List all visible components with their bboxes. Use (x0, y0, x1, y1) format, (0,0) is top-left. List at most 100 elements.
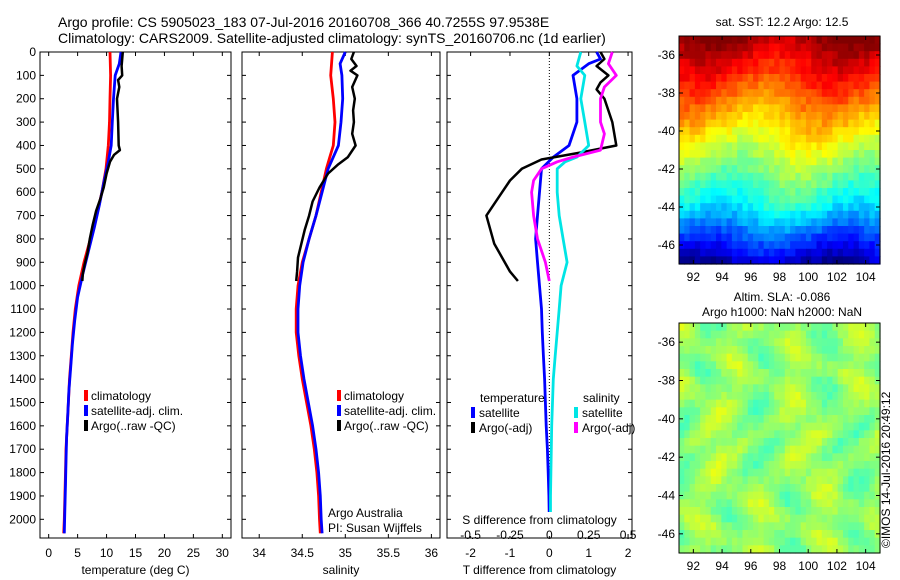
heatmap-cell (700, 96, 707, 105)
heatmap-cell (864, 112, 871, 121)
heatmap-cell (848, 430, 855, 439)
y-tick-label: -38 (658, 374, 676, 388)
heatmap-cell (784, 248, 791, 257)
heatmap-cell (684, 256, 691, 265)
heatmap-cell (800, 96, 807, 105)
heatmap-cell (821, 399, 828, 408)
heatmap-cell (726, 392, 733, 401)
heatmap-cell (811, 112, 818, 121)
heatmap-cell (689, 346, 696, 355)
heatmap-cell (853, 203, 860, 212)
heatmap-cell (827, 445, 833, 454)
heatmap-cell (747, 323, 754, 332)
heatmap-cell (853, 468, 860, 477)
heatmap-cell (853, 58, 860, 67)
heatmap-cell (858, 233, 865, 242)
heatmap-cell (864, 127, 871, 136)
y-tick-label: 1900 (9, 489, 36, 503)
heatmap-cell (869, 89, 876, 98)
heatmap-cell (858, 461, 865, 470)
x-tick-label: 94 (715, 270, 729, 284)
heatmap-cell (716, 89, 722, 98)
heatmap-cell (874, 104, 881, 113)
heatmap-cell (684, 415, 691, 424)
heatmap-cell (758, 150, 765, 159)
heatmap-cell (705, 353, 712, 362)
heatmap-cell (816, 530, 823, 539)
heatmap-cell (731, 96, 738, 105)
heatmap-cell (705, 407, 712, 416)
heatmap-cell (705, 522, 712, 531)
heatmap-cell (848, 507, 855, 516)
heatmap-cell (779, 422, 786, 431)
heatmap-cell (768, 74, 775, 83)
heatmap-cell (684, 330, 691, 339)
heatmap-cell (842, 438, 849, 447)
heatmap-cell (790, 545, 796, 554)
heatmap-cell (869, 399, 876, 408)
heatmap-cell (721, 81, 728, 90)
heatmap-cell (848, 66, 855, 75)
heatmap-cell (737, 195, 744, 204)
heatmap-cell (689, 422, 696, 431)
heatmap-cell (726, 172, 733, 181)
heatmap-cell (784, 353, 791, 362)
heatmap-cell (700, 248, 707, 257)
heatmap-cell (753, 127, 759, 136)
heatmap-cell (694, 188, 701, 197)
heatmap-cell (694, 323, 701, 332)
heatmap-cell (790, 453, 796, 462)
heatmap-cell (763, 338, 770, 347)
heatmap-cell (853, 384, 860, 393)
heatmap-cell (842, 415, 849, 424)
heatmap-cell (721, 392, 728, 401)
heatmap-cell (716, 180, 722, 189)
heatmap-cell (747, 89, 754, 98)
x-tick-label: 35 (339, 546, 353, 560)
heatmap-cell (842, 256, 849, 265)
heatmap-cell (700, 241, 707, 250)
y-tick-label: -44 (658, 200, 676, 214)
heatmap-cell (747, 476, 754, 485)
heatmap-cell (742, 430, 749, 439)
heatmap-cell (694, 476, 701, 485)
heatmap-cell (758, 438, 765, 447)
heatmap-cell (684, 407, 691, 416)
heatmap-cell (710, 203, 717, 212)
heatmap-cell (710, 338, 717, 347)
heatmap-cell (827, 476, 833, 485)
heatmap-cell (853, 112, 860, 121)
heatmap-cell (848, 233, 855, 242)
heatmap-cell (710, 499, 717, 508)
heatmap-cell (821, 476, 828, 485)
heatmap-cell (753, 522, 759, 531)
heatmap-cell (805, 484, 812, 493)
heatmap-cell (800, 476, 807, 485)
heatmap-cell (790, 256, 796, 265)
heatmap-cell (827, 165, 833, 174)
heatmap-cell (795, 530, 802, 539)
heatmap-cell (837, 36, 844, 45)
legend-label: Argo(-adj) (479, 421, 532, 435)
heatmap-cell (842, 468, 849, 477)
heatmap-cell (858, 353, 865, 362)
heatmap-cell (874, 195, 881, 204)
heatmap-cell (742, 51, 749, 60)
heatmap-cell (742, 165, 749, 174)
heatmap-cell (837, 384, 844, 393)
sst-map: sat. SST: 12.2 Argo: 12.592 94 96 98 100 102 1… (658, 15, 881, 284)
heatmap-cell (869, 66, 876, 75)
heatmap-cell (742, 127, 749, 136)
heatmap-cell (816, 210, 823, 219)
heatmap-cell (790, 43, 796, 52)
heatmap-cell (874, 476, 881, 485)
heatmap-cell (800, 338, 807, 347)
heatmap-cell (795, 453, 802, 462)
heatmap-cell (837, 514, 844, 523)
heatmap-cell (684, 476, 691, 485)
heatmap-cell (837, 530, 844, 539)
heatmap-cell (784, 346, 791, 355)
heatmap-cell (837, 66, 844, 75)
heatmap-cell (811, 484, 818, 493)
heatmap-cell (784, 491, 791, 500)
